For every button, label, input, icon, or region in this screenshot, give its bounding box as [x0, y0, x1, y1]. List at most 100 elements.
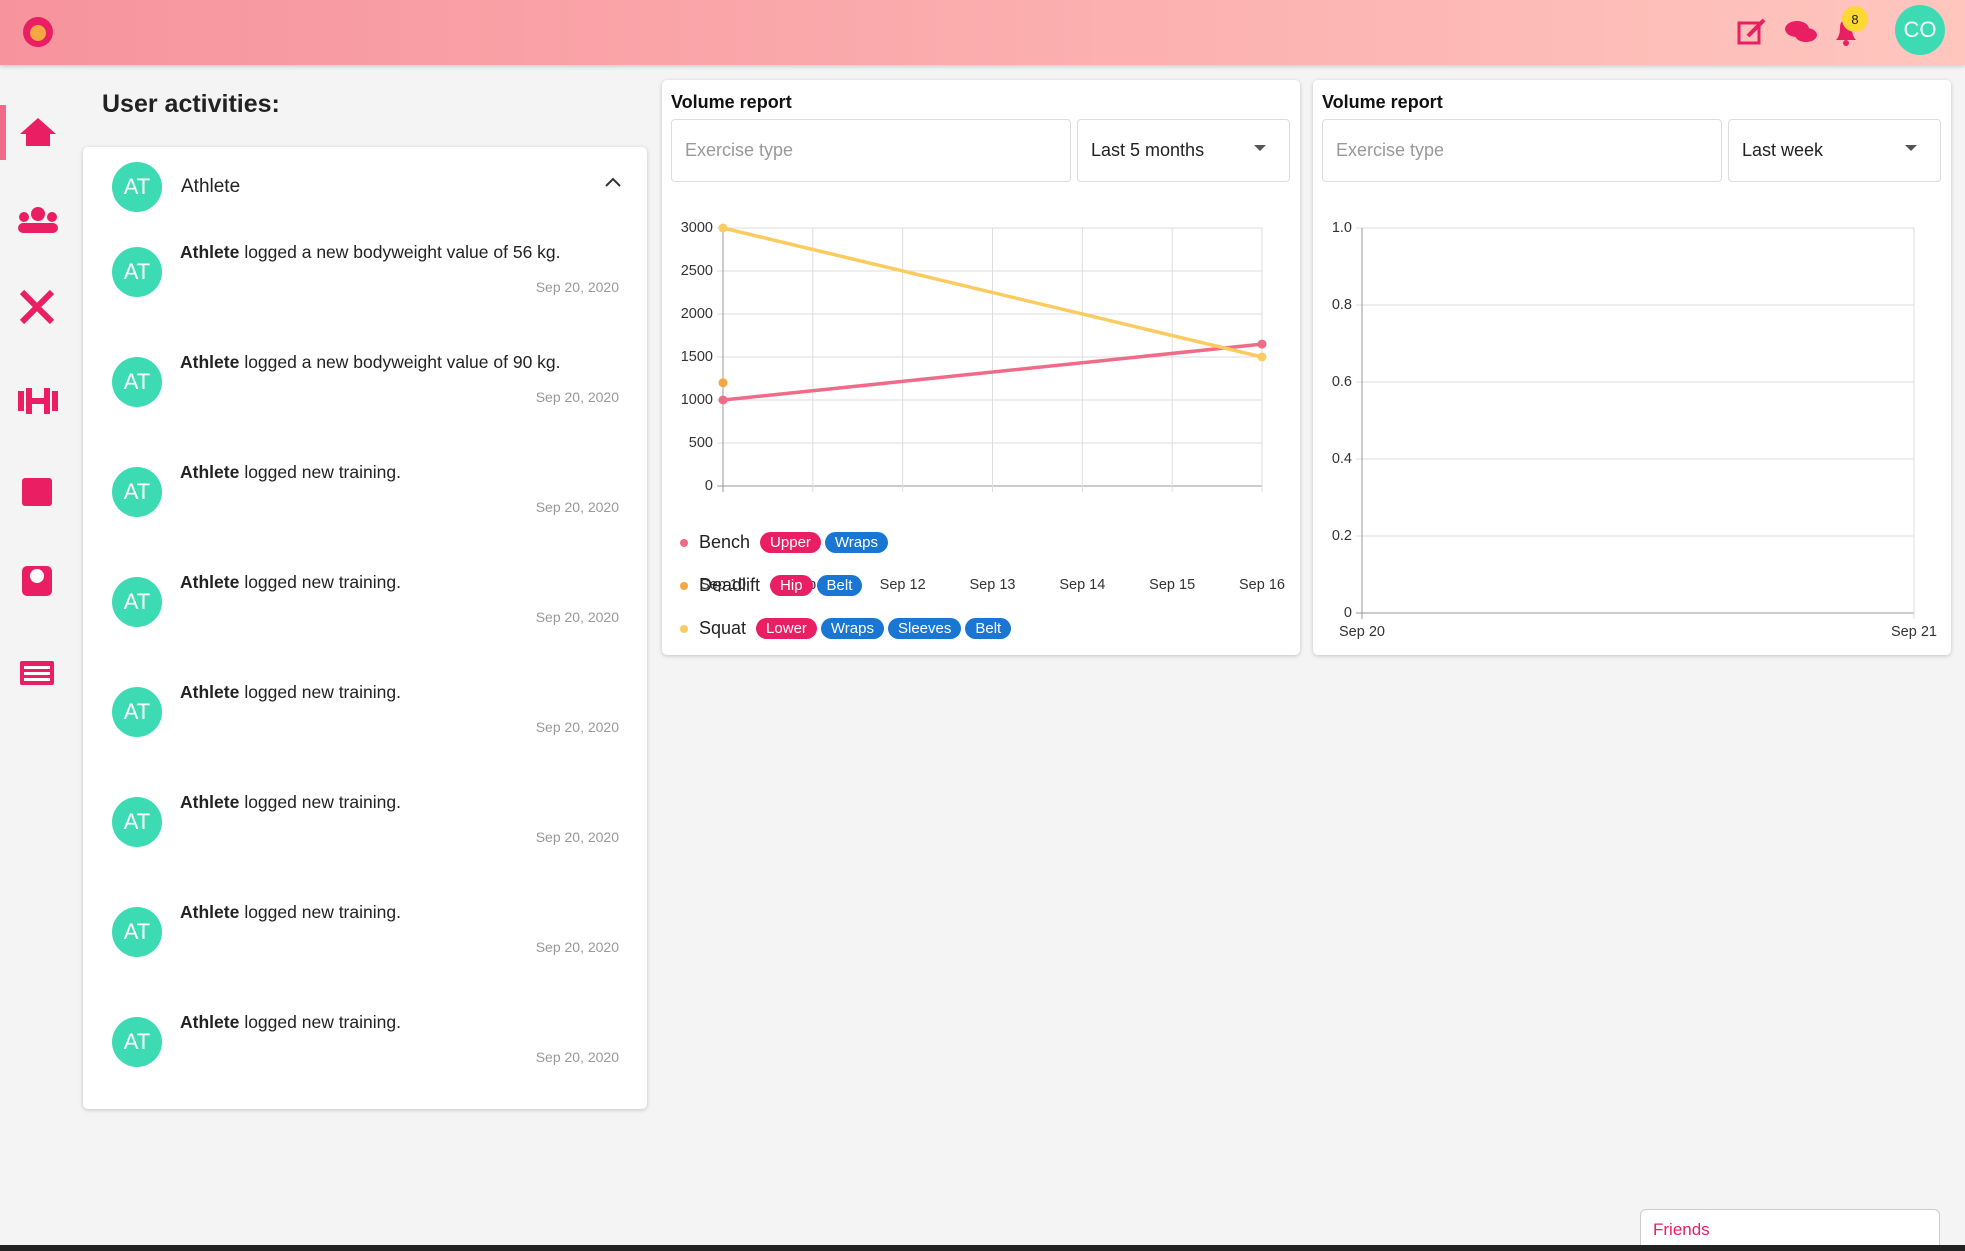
friends-tab[interactable]: Friends	[1640, 1209, 1940, 1251]
x-tick-label: Sep 21	[1891, 624, 1937, 640]
y-tick-label: 0.8	[1332, 297, 1352, 313]
activity-avatar: AT	[112, 797, 162, 847]
activity-date: Sep 20, 2020	[535, 279, 619, 295]
activity-text: Athlete logged new training.	[180, 902, 401, 923]
activity-actor: Athlete	[180, 902, 240, 922]
logo[interactable]	[20, 14, 56, 50]
activity-message: logged a new bodyweight value of 56 kg.	[244, 242, 561, 262]
legend-dot	[680, 624, 688, 633]
legend-item[interactable]: Deadlift Hip Belt	[680, 575, 863, 596]
activity-actor: Athlete	[180, 242, 240, 262]
tag: Wraps	[824, 532, 888, 553]
activity-item: AT Athlete logged new training. Sep 20, 202…	[83, 567, 648, 677]
activity-text: Athlete logged a new bodyweight value of …	[180, 242, 561, 263]
tag: Sleeves	[887, 618, 962, 639]
tag: Belt	[816, 575, 863, 596]
activity-message: logged new training.	[244, 682, 401, 702]
activity-avatar: AT	[112, 687, 162, 737]
activity-date: Sep 20, 2020	[535, 829, 619, 845]
list-icon[interactable]	[20, 661, 54, 685]
activity-actor: Athlete	[180, 792, 240, 812]
chart-card: Volume report Exercise type Last week 0 0.2 0…	[1313, 80, 1951, 655]
activity-message: logged new training.	[244, 792, 401, 812]
home-icon[interactable]	[20, 118, 56, 146]
workouts-icon[interactable]	[18, 388, 58, 414]
y-tick-label: 0.4	[1332, 451, 1352, 467]
x-tick-label: Sep 10	[700, 577, 746, 593]
activities-title: User activities:	[102, 90, 280, 118]
data-point	[718, 378, 728, 388]
activity-item: AT Athlete logged a new bodyweight value o…	[83, 347, 648, 457]
period-select[interactable]: Last week	[1728, 119, 1941, 182]
y-tick-label: 0.2	[1332, 528, 1352, 544]
x-tick-label: Sep 14	[1059, 577, 1105, 593]
legend-name: Squat	[699, 618, 747, 638]
users-icon[interactable]	[18, 207, 58, 233]
collapse-icon[interactable]	[603, 175, 623, 189]
activity-avatar: AT	[112, 357, 162, 407]
user-avatar[interactable]: CO	[1895, 5, 1945, 55]
activity-date: Sep 20, 2020	[535, 609, 619, 625]
series-line	[722, 342, 1263, 402]
activity-item: AT Athlete logged new training. Sep 20, 202…	[83, 787, 648, 897]
y-tick-label: 2500	[681, 263, 713, 279]
x-tick-label: Sep 12	[880, 577, 926, 593]
x-tick-label: Sep 13	[970, 577, 1016, 593]
activity-text: Athlete logged new training.	[180, 462, 401, 483]
activity-message: logged new training.	[244, 572, 401, 592]
activity-message: logged new training.	[244, 902, 401, 922]
activity-item: AT Athlete logged new training. Sep 20, 202…	[83, 1007, 648, 1117]
y-tick-label: 1000	[681, 392, 713, 408]
legend-name: Bench	[699, 532, 751, 552]
chart-title: Volume report	[1322, 92, 1443, 112]
activity-date: Sep 20, 2020	[535, 939, 619, 955]
group-name[interactable]: Athlete	[181, 176, 241, 197]
activity-actor: Athlete	[180, 352, 240, 372]
chat-icon[interactable]	[1784, 18, 1818, 46]
activity-avatar: AT	[112, 1017, 162, 1067]
legend-name: Deadlift	[699, 575, 761, 595]
y-tick-label: 1500	[681, 349, 713, 365]
legend-item[interactable]: Squat Lower Wraps Sleeves Belt	[680, 618, 1012, 639]
activity-date: Sep 20, 2020	[535, 499, 619, 515]
sidebar	[18, 118, 58, 685]
activities-card: AT Athlete AT Athlete logged a new bodywei…	[83, 147, 647, 1109]
activity-date: Sep 20, 2020	[535, 719, 619, 735]
activity-avatar: AT	[112, 577, 162, 627]
tag: Hip	[770, 575, 813, 596]
activity-actor: Athlete	[180, 682, 240, 702]
data-point	[718, 223, 728, 233]
period-select[interactable]: Last 5 months	[1077, 119, 1290, 182]
exercise-input[interactable]: Exercise type	[671, 119, 1071, 182]
activity-avatar: AT	[112, 247, 162, 297]
legend-dot	[680, 581, 688, 590]
tools-icon[interactable]	[19, 289, 55, 325]
tag: Belt	[965, 618, 1012, 639]
calendar-icon[interactable]	[22, 478, 52, 506]
y-tick-label: 0.6	[1332, 374, 1352, 390]
activity-item: AT Athlete logged new training. Sep 20, 202…	[83, 897, 648, 1007]
group-avatar: AT	[112, 162, 162, 212]
edit-icon[interactable]	[1736, 16, 1768, 48]
activity-item: AT Athlete logged new training. Sep 20, 202…	[83, 677, 648, 787]
activity-message: logged new training.	[244, 462, 401, 482]
tag: Upper	[760, 532, 821, 553]
chart-card: Volume report Exercise type Last 5 months 0…	[662, 80, 1300, 655]
exercise-input[interactable]: Exercise type	[1322, 119, 1722, 182]
y-tick-label: 2000	[681, 306, 713, 322]
activity-actor: Athlete	[180, 1012, 240, 1032]
y-tick-label: 0	[1344, 605, 1352, 621]
x-tick-label: Sep 16	[1239, 577, 1285, 593]
activity-text: Athlete logged new training.	[180, 792, 401, 813]
x-tick-label: Sep 15	[1149, 577, 1195, 593]
legend-item[interactable]: Bench Upper Wraps	[680, 532, 888, 553]
tag: Wraps	[820, 618, 884, 639]
activity-actor: Athlete	[180, 462, 240, 482]
series-line	[722, 226, 1263, 359]
scale-icon[interactable]	[22, 566, 52, 596]
chart-title: Volume report	[671, 92, 792, 112]
activity-message: logged a new bodyweight value of 90 kg.	[244, 352, 561, 372]
dropdown-arrow	[1254, 145, 1266, 151]
